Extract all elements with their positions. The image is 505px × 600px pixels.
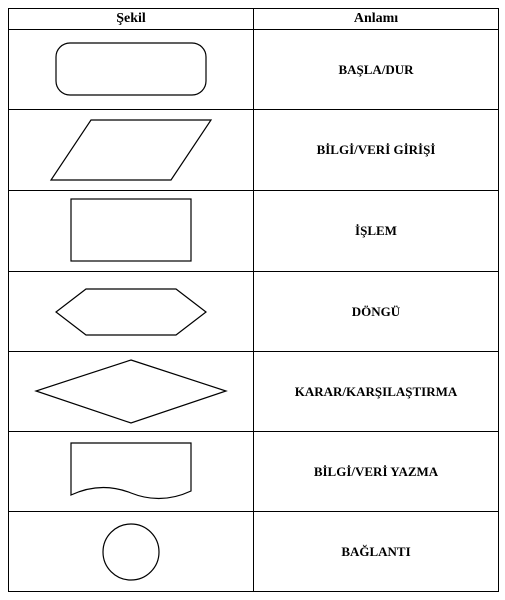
label-rectangle: İŞLEM — [254, 191, 499, 272]
label-hexagon: DÖNGÜ — [254, 272, 499, 352]
label-diamond: KARAR/KARŞILAŞTIRMA — [254, 352, 499, 432]
table-row: BAŞLA/DUR — [9, 30, 499, 110]
flowchart-symbols-table: Şekil Anlamı BAŞLA/DUR BİLGİ/VERİ GİRİŞİ… — [8, 8, 499, 592]
label-terminator: BAŞLA/DUR — [254, 30, 499, 110]
shape-cell-circle — [9, 512, 254, 592]
header-label: Anlamı — [254, 9, 499, 30]
terminator-icon — [31, 35, 231, 105]
table-header-row: Şekil Anlamı — [9, 9, 499, 30]
rectangle-icon — [31, 191, 231, 271]
shape-cell-document — [9, 432, 254, 512]
label-document: BİLGİ/VERİ YAZMA — [254, 432, 499, 512]
circle-icon — [31, 514, 231, 590]
table-row: DÖNGÜ — [9, 272, 499, 352]
table-body: BAŞLA/DUR BİLGİ/VERİ GİRİŞİ İŞLEM DÖNGÜ — [9, 30, 499, 592]
label-circle: BAĞLANTI — [254, 512, 499, 592]
table-row: KARAR/KARŞILAŞTIRMA — [9, 352, 499, 432]
table-row: BAĞLANTI — [9, 512, 499, 592]
shape-cell-hexagon — [9, 272, 254, 352]
shape-cell-rectangle — [9, 191, 254, 272]
shape-cell-diamond — [9, 352, 254, 432]
header-shape: Şekil — [9, 9, 254, 30]
table-row: BİLGİ/VERİ YAZMA — [9, 432, 499, 512]
shape-cell-terminator — [9, 30, 254, 110]
diamond-icon — [21, 354, 241, 429]
shape-cell-parallelogram — [9, 110, 254, 191]
table-row: İŞLEM — [9, 191, 499, 272]
table-row: BİLGİ/VERİ GİRİŞİ — [9, 110, 499, 191]
document-icon — [31, 433, 231, 511]
hexagon-icon — [31, 277, 231, 347]
label-parallelogram: BİLGİ/VERİ GİRİŞİ — [254, 110, 499, 191]
parallelogram-icon — [31, 110, 231, 190]
